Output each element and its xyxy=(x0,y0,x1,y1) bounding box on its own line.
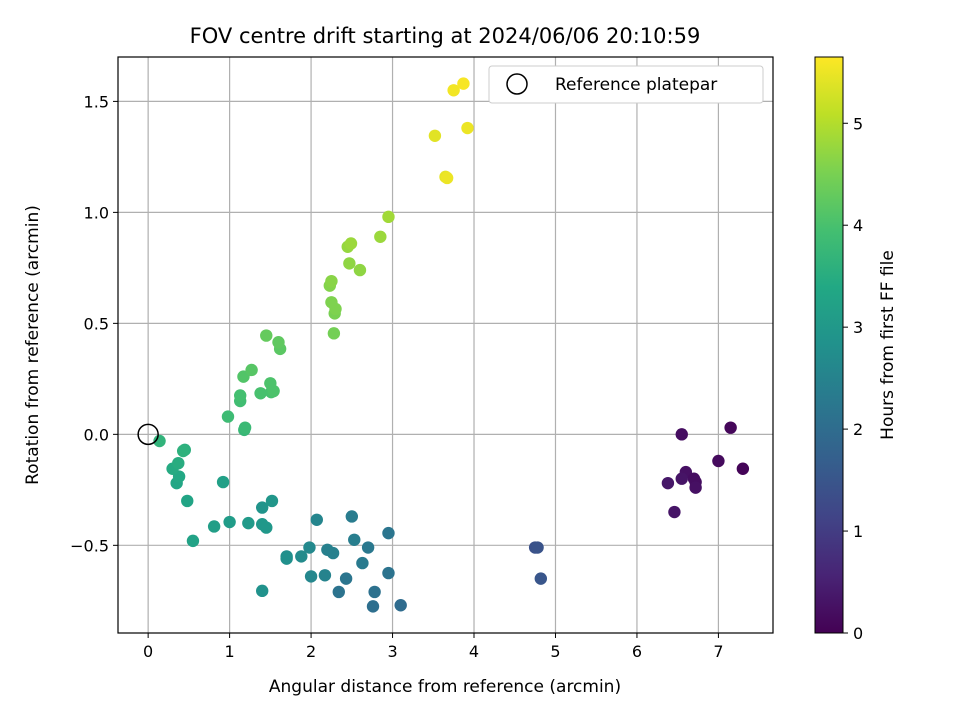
data-point xyxy=(265,494,279,508)
data-point xyxy=(356,556,369,570)
data-point xyxy=(254,387,267,400)
data-point xyxy=(353,263,367,277)
x-tick-label: 6 xyxy=(632,642,642,661)
data-point xyxy=(321,543,334,556)
colorbar-tick-label: 4 xyxy=(853,216,863,235)
data-point xyxy=(394,599,407,612)
data-point xyxy=(675,472,688,485)
colorbar-gradient xyxy=(814,56,844,634)
y-tick-label: 1.5 xyxy=(84,92,109,111)
data-point xyxy=(295,550,308,563)
legend-box xyxy=(488,65,764,104)
data-point xyxy=(181,494,194,508)
data-point xyxy=(272,336,285,349)
data-point xyxy=(303,541,316,554)
data-point xyxy=(223,515,236,529)
data-point xyxy=(447,84,460,97)
data-point xyxy=(255,501,269,514)
x-tick-label: 2 xyxy=(306,642,316,661)
data-point xyxy=(238,421,252,434)
data-point xyxy=(689,481,702,494)
data-point xyxy=(186,534,200,548)
data-point xyxy=(531,541,544,554)
y-tick-label: −0.5 xyxy=(70,536,109,555)
data-point xyxy=(461,121,474,135)
colorbar-tick-label: 0 xyxy=(853,624,863,643)
data-point xyxy=(318,569,332,582)
chart-title: FOV centre drift starting at 2024/06/06 … xyxy=(190,24,701,48)
data-point xyxy=(457,77,470,90)
colorbar-tick-label: 2 xyxy=(853,420,863,439)
legend-reference-icon xyxy=(506,73,528,95)
data-point xyxy=(361,541,375,554)
plot-frame xyxy=(117,56,774,634)
data-point xyxy=(343,257,356,270)
data-point xyxy=(534,572,548,585)
data-point xyxy=(176,444,190,458)
data-point xyxy=(260,329,273,342)
data-point xyxy=(242,516,255,530)
data-point xyxy=(339,572,353,585)
grid xyxy=(118,57,773,633)
data-point xyxy=(366,600,380,613)
data-point xyxy=(325,274,338,288)
data-point xyxy=(736,462,750,475)
x-tick-label: 4 xyxy=(469,642,479,661)
data-point xyxy=(675,428,688,441)
x-tick-label: 3 xyxy=(387,642,397,661)
data-point xyxy=(310,513,323,526)
data-point xyxy=(348,533,361,546)
y-tick-label: 0.5 xyxy=(84,314,109,333)
data-point xyxy=(234,389,247,402)
data-point xyxy=(668,505,681,519)
data-point xyxy=(221,410,235,423)
legend: Reference platepar xyxy=(488,65,764,104)
data-point xyxy=(382,526,395,540)
colorbar-tick-label: 5 xyxy=(853,114,863,133)
colorbar-tick-label: 1 xyxy=(853,522,863,541)
data-point xyxy=(153,434,166,448)
data-point xyxy=(440,171,454,185)
data-point xyxy=(382,210,395,224)
y-axis-label: Rotation from reference (arcmin) xyxy=(23,205,43,485)
x-tick-label: 7 xyxy=(713,642,723,661)
data-point xyxy=(368,585,381,599)
x-tick-label: 1 xyxy=(225,642,235,661)
colorbar-ticks: 0 1 2 3 4 5 xyxy=(843,114,863,643)
reference-platepar-marker xyxy=(137,423,159,446)
y-tick-label: 0.0 xyxy=(84,425,109,444)
data-point xyxy=(382,566,395,580)
data-point xyxy=(344,237,358,250)
y-axis-ticks: −0.5 0.0 0.5 1.0 1.5 xyxy=(70,92,118,555)
data-point xyxy=(172,456,185,470)
data-point xyxy=(264,377,277,390)
data-point xyxy=(712,454,725,468)
x-axis-label: Angular distance from reference (arcmin) xyxy=(269,677,621,697)
data-point xyxy=(724,421,737,434)
data-point xyxy=(216,475,230,489)
y-tick-label: 1.0 xyxy=(84,203,109,222)
data-point xyxy=(332,585,345,599)
data-point xyxy=(325,296,338,309)
data-point xyxy=(661,476,675,490)
data-point xyxy=(428,129,442,142)
data-points xyxy=(153,77,750,613)
x-axis-ticks: 0 1 2 3 4 5 6 7 xyxy=(143,633,724,661)
data-point xyxy=(280,552,293,565)
colorbar-tick-label: 3 xyxy=(853,318,863,337)
legend-label: Reference platepar xyxy=(555,75,717,95)
data-point xyxy=(207,520,221,533)
x-tick-label: 5 xyxy=(550,642,560,661)
data-point xyxy=(255,584,269,598)
data-point xyxy=(345,510,359,523)
data-point xyxy=(260,521,273,534)
colorbar-label: Hours from first FF file xyxy=(878,250,898,440)
x-tick-label: 0 xyxy=(143,642,153,661)
data-point xyxy=(374,230,387,243)
colorbar: 0 1 2 3 4 5 Hours from first FF file xyxy=(814,56,898,643)
data-point xyxy=(245,363,258,377)
data-point xyxy=(304,570,318,583)
data-point xyxy=(327,327,341,340)
